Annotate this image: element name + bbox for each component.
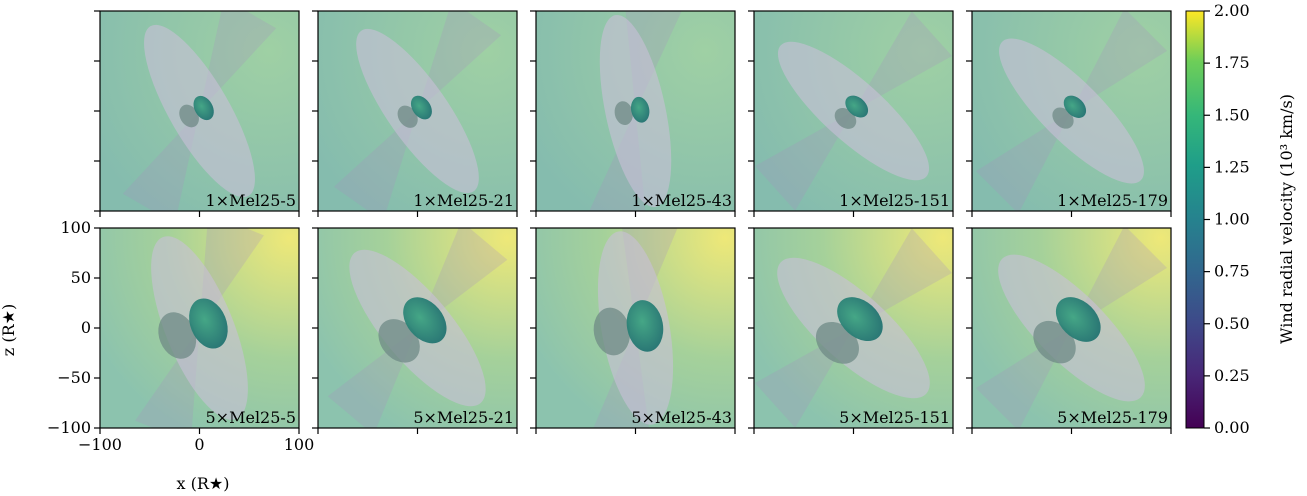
colorbar-tick-label: 0.00: [1214, 418, 1250, 437]
panel: 5×Mel25-179: [966, 227, 1172, 434]
colorbar-tick-label: 1.50: [1214, 105, 1250, 124]
x-tick-label: −100: [78, 435, 122, 454]
panel: 5×Mel25-43: [530, 227, 736, 434]
panel-label: 1×Mel25-43: [631, 191, 732, 210]
panel: 5×Mel25-5: [94, 227, 300, 434]
x-axis-label: x (R★): [177, 474, 230, 493]
y-tick-label: 100: [60, 218, 91, 237]
panel: 1×Mel25-21: [312, 10, 518, 217]
y-axis-label: z (R★): [0, 304, 18, 356]
colorbar-tick-label: 0.75: [1214, 262, 1250, 281]
panel-label: 1×Mel25-5: [206, 191, 297, 210]
colorbar-tick-label: 0.50: [1214, 314, 1250, 333]
shadow-lobe: [378, 319, 420, 363]
shadow-cone: [976, 111, 1072, 211]
shadow-cone: [199, 11, 277, 111]
panel-label: 1×Mel25-21: [413, 191, 514, 210]
colorbar-tick-label: 1.00: [1214, 210, 1250, 229]
panel: 1×Mel25-179: [966, 10, 1172, 217]
shadow-cone: [1071, 11, 1167, 111]
shadow-cone: [122, 111, 200, 211]
panel: 1×Mel25-43: [530, 10, 736, 217]
shadow-lobe: [614, 101, 633, 125]
core-lobe: [189, 298, 228, 349]
colorbar-tick-label: 0.25: [1214, 366, 1250, 385]
shadow-lobe: [397, 105, 418, 128]
colorbar-tick-label: 1.75: [1214, 53, 1250, 72]
core-lobe: [403, 297, 447, 344]
core-lobe: [630, 96, 650, 123]
shadow-cone: [853, 11, 952, 111]
colorbar: 0.00 0.25 0.50 0.75 1.00 1.25 1.50 1.75 2.00 Win…: [1185, 1, 1296, 437]
y-tick-label: 0: [81, 318, 91, 337]
shadow-cone: [1071, 228, 1167, 328]
shadow-cone: [853, 228, 952, 328]
panel: 1×Mel25-5: [94, 10, 300, 217]
shadow-lobe: [179, 104, 199, 128]
y-tick-label: −50: [57, 368, 91, 387]
core-lobe: [410, 95, 432, 120]
colorbar-tick-label: 1.25: [1214, 157, 1250, 176]
panel-label: 5×Mel25-21: [413, 408, 514, 427]
y-tick-label: −100: [47, 418, 91, 437]
panel-label: 5×Mel25-179: [1057, 408, 1168, 427]
panel-label: 5×Mel25-5: [206, 408, 297, 427]
core-lobe: [837, 297, 883, 342]
shadow-cone: [333, 111, 418, 211]
shadow-lobe: [158, 312, 197, 359]
core-lobe: [1055, 297, 1101, 342]
colorbar-gradient: [1185, 10, 1205, 429]
core-lobe: [845, 95, 869, 118]
panel: 5×Mel25-151: [748, 227, 954, 434]
panel-grid: 1×Mel25-5 1×Mel25-21 1×Mel25-43 1×Mel25-151…: [47, 10, 1172, 454]
panel: 1×Mel25-151: [748, 10, 954, 217]
panel: 5×Mel25-21: [312, 227, 518, 434]
y-tick-label: 50: [71, 268, 91, 287]
panel-label: 1×Mel25-179: [1057, 191, 1168, 210]
colorbar-tick-label: 2.00: [1214, 1, 1250, 20]
core-lobe: [193, 95, 214, 121]
core-lobe: [626, 300, 664, 352]
x-tick-label: 100: [284, 435, 315, 454]
panel-label: 1×Mel25-151: [839, 191, 950, 210]
panel-label: 5×Mel25-43: [631, 408, 732, 427]
shadow-cone: [417, 228, 508, 328]
shadow-cone: [417, 11, 502, 111]
shadow-lobe: [593, 307, 631, 356]
colorbar-label: Wind radial velocity (10³ km/s): [1277, 94, 1296, 344]
core-lobe: [1063, 95, 1087, 118]
shadow-cone: [755, 111, 854, 211]
panel-label: 5×Mel25-151: [839, 408, 950, 427]
x-tick-label: 0: [194, 435, 204, 454]
